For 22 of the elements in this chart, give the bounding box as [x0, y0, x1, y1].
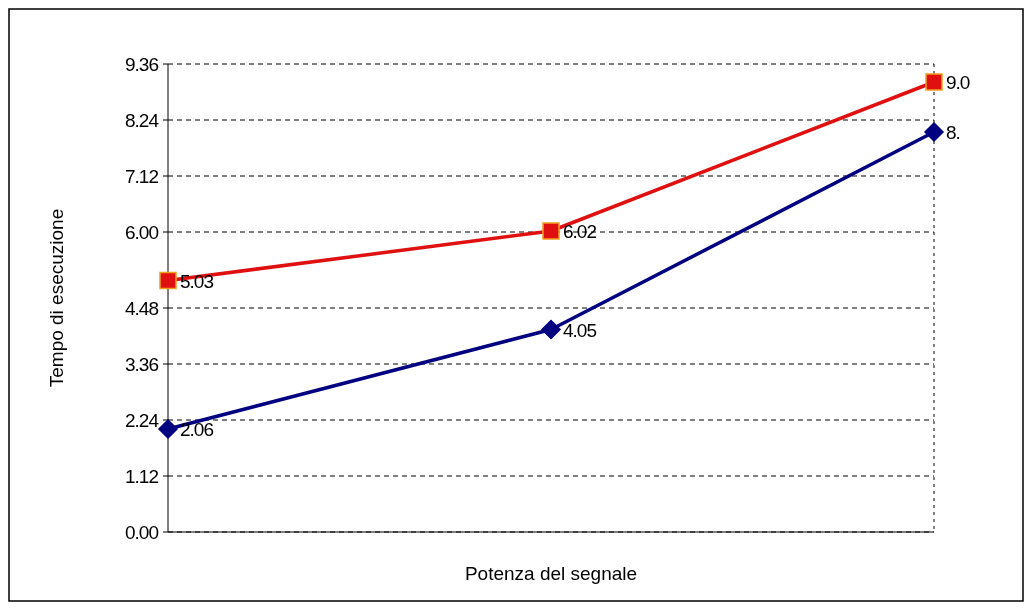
y-tick-label: 1.12: [125, 465, 159, 487]
point: [159, 271, 177, 290]
data-label: 2.06: [180, 419, 214, 440]
y-tick-label: 6.00: [125, 221, 159, 243]
y-tick-label: 9.36: [125, 53, 159, 75]
y-tick-label: 7.12: [125, 165, 159, 187]
y-tick-label: 2.24: [125, 409, 160, 431]
y-tick-label: 4.48: [125, 297, 159, 319]
y-tick-label: 0.00: [125, 521, 159, 543]
data-label: 6.02: [563, 221, 597, 242]
data-label: 4.05: [563, 319, 597, 341]
y-tick-label: 3.36: [125, 353, 159, 375]
data-label: 8.: [946, 122, 960, 143]
point: [158, 419, 178, 439]
y-tick-label: 8.24: [125, 109, 160, 131]
data-label: 9.0: [946, 72, 970, 93]
point: [541, 319, 561, 340]
point: [924, 122, 944, 142]
x-axis-title: Potenza del segnale: [464, 563, 638, 584]
point: [925, 73, 943, 91]
y-axis-title: Tempo di esecuzione: [46, 208, 67, 388]
point: [542, 222, 560, 240]
